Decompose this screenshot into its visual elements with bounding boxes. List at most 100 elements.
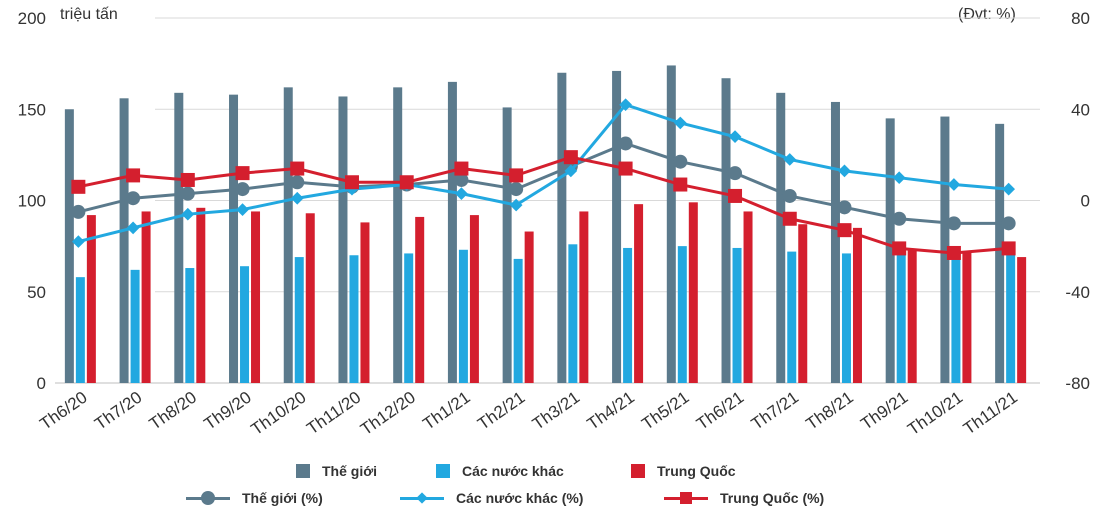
marker-0-13 xyxy=(782,188,797,203)
right-tick-label-1: -40 xyxy=(1065,283,1090,302)
bar-1-4 xyxy=(294,257,304,383)
bar-2-9 xyxy=(579,211,589,383)
marker-0-16 xyxy=(946,216,961,231)
marker-1-17 xyxy=(1002,182,1016,196)
bar-0-9 xyxy=(557,72,567,383)
bar-1-13 xyxy=(787,251,797,383)
marker-2-14 xyxy=(837,223,852,238)
category-label-4: Th10/20 xyxy=(248,388,310,439)
marker-2-13 xyxy=(782,211,797,226)
bar-1-6 xyxy=(404,253,414,383)
marker-0-0 xyxy=(71,204,86,219)
bar-1-3 xyxy=(240,266,250,383)
category-label-1: Th7/20 xyxy=(91,388,145,434)
line-series-1 xyxy=(77,102,1009,244)
right-tick-label-2: 0 xyxy=(1081,192,1090,211)
bar-2-17 xyxy=(1017,257,1027,383)
bar-1-12 xyxy=(732,247,742,383)
marker-1-8 xyxy=(509,198,523,212)
bar-1-2 xyxy=(185,268,195,383)
bar-0-6 xyxy=(393,87,403,383)
bar-1-5 xyxy=(349,255,359,383)
left-tick-label-1: 50 xyxy=(27,283,46,302)
marker-0-8 xyxy=(509,182,524,197)
category-label-10: Th4/21 xyxy=(584,388,638,434)
marker-0-2 xyxy=(180,186,195,201)
category-label-11: Th5/21 xyxy=(638,388,692,434)
bar-0-13 xyxy=(776,92,786,383)
bar-2-1 xyxy=(141,211,151,383)
bar-2-13 xyxy=(798,224,808,383)
bar-2-8 xyxy=(524,231,534,383)
marker-2-5 xyxy=(344,175,359,190)
marker-2-2 xyxy=(180,172,195,187)
bar-1-14 xyxy=(841,253,851,383)
bar-0-10 xyxy=(612,70,622,384)
marker-2-15 xyxy=(892,241,907,256)
marker-2-11 xyxy=(673,177,688,192)
marker-2-8 xyxy=(509,168,524,183)
bar-0-15 xyxy=(885,118,895,383)
bar-0-4 xyxy=(283,87,293,383)
marker-1-11 xyxy=(673,116,687,130)
right-axis-unit: (Đvt: %) xyxy=(958,6,1016,23)
bar-2-11 xyxy=(688,202,698,383)
bar-2-2 xyxy=(196,207,206,383)
marker-0-17 xyxy=(1001,216,1016,231)
left-tick-label-3: 150 xyxy=(18,100,46,119)
category-label-6: Th12/20 xyxy=(357,388,419,439)
left-axis-unit: triệu tấn xyxy=(60,6,118,23)
bar-0-1 xyxy=(119,98,129,384)
marker-2-9 xyxy=(563,150,578,165)
marker-0-15 xyxy=(892,211,907,226)
category-label-13: Th7/21 xyxy=(748,388,802,434)
bar-1-1 xyxy=(130,269,140,383)
bar-2-14 xyxy=(852,227,862,383)
bar-0-3 xyxy=(229,94,239,384)
bar-0-0 xyxy=(64,109,74,383)
bar-2-5 xyxy=(360,222,370,383)
marker-1-13 xyxy=(783,153,797,166)
marker-0-1 xyxy=(126,191,141,206)
category-label-17: Th11/21 xyxy=(960,388,1021,439)
category-label-7: Th1/21 xyxy=(419,388,473,434)
bar-2-6 xyxy=(415,216,425,383)
bar-0-14 xyxy=(830,101,840,383)
marker-2-1 xyxy=(126,168,141,183)
bar-2-16 xyxy=(962,251,972,383)
bar-0-8 xyxy=(502,107,512,384)
bar-0-2 xyxy=(174,92,184,383)
marker-1-1 xyxy=(126,221,140,235)
bar-1-0 xyxy=(75,277,85,383)
category-label-12: Th6/21 xyxy=(693,388,747,434)
marker-2-0 xyxy=(71,179,86,194)
marker-2-17 xyxy=(1001,241,1016,256)
bar-1-10 xyxy=(623,247,633,383)
bar-2-15 xyxy=(907,249,917,383)
marker-2-6 xyxy=(399,175,414,190)
marker-1-4 xyxy=(290,191,304,205)
left-tick-label-2: 100 xyxy=(18,192,46,211)
marker-2-4 xyxy=(290,161,305,176)
category-label-8: Th2/21 xyxy=(474,388,528,434)
category-label-3: Th9/20 xyxy=(201,388,255,434)
bar-0-12 xyxy=(721,78,731,383)
bar-1-8 xyxy=(513,258,523,383)
bar-1-15 xyxy=(896,251,906,383)
marker-2-7 xyxy=(454,161,469,176)
bar-0-5 xyxy=(338,96,348,383)
category-label-0: Th6/20 xyxy=(36,388,90,434)
bar-0-11 xyxy=(666,65,676,383)
marker-0-12 xyxy=(728,166,743,181)
bar-1-11 xyxy=(677,246,687,383)
marker-1-15 xyxy=(892,171,906,185)
right-tick-label-3: 40 xyxy=(1071,100,1090,119)
line-series-0 xyxy=(77,141,1009,225)
bar-0-17 xyxy=(995,123,1005,383)
marker-2-3 xyxy=(235,166,250,181)
bar-1-9 xyxy=(568,244,578,383)
category-label-16: Th10/21 xyxy=(904,388,966,439)
marker-2-12 xyxy=(728,188,743,203)
category-label-2: Th8/20 xyxy=(146,388,200,434)
